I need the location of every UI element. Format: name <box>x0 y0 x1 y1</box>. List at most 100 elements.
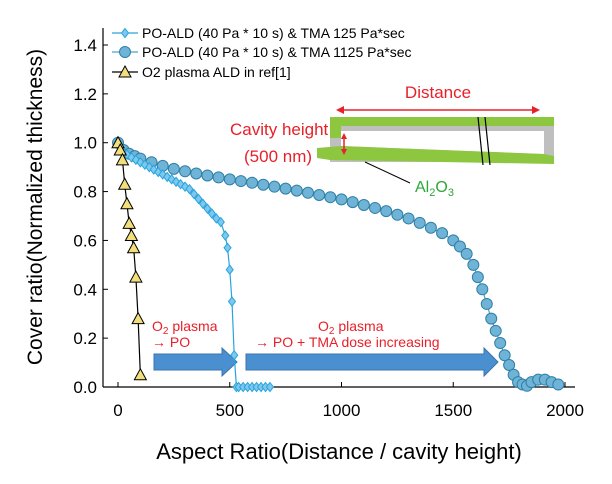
data-point-circle <box>471 271 484 284</box>
y-tick-label: 0.8 <box>73 183 97 202</box>
arrow-dose-increasing <box>245 346 499 378</box>
data-point-circle <box>335 193 348 206</box>
y-tick-label: 0.0 <box>73 378 97 397</box>
data-point-triangle <box>120 196 134 210</box>
data-point-circle <box>503 359 516 372</box>
data-point-diamond <box>225 264 234 276</box>
data-point-circle <box>357 199 370 212</box>
data-point-circle <box>290 184 303 197</box>
y-tick-group: 0.0 0.2 0.4 0.6 0.8 1.0 1.2 1.4 <box>73 36 108 397</box>
arrow1-text-line2: → PO <box>152 334 190 350</box>
data-point-circle <box>346 196 359 209</box>
data-point-circle <box>380 205 393 218</box>
data-point-circle <box>324 191 337 204</box>
data-point-circle <box>257 178 270 191</box>
data-point-circle <box>279 182 292 195</box>
height-arrow-head-bottom <box>341 149 347 155</box>
data-point-diamond <box>189 188 199 200</box>
y-tick-label: 0.4 <box>73 280 97 299</box>
data-point-circle <box>223 173 236 186</box>
x-tick-group: 0 500 1000 1500 2000 <box>113 382 584 420</box>
x-axis-label: Aspect Ratio(Distance / cavity height) <box>156 439 522 464</box>
data-point-diamond <box>227 296 237 307</box>
legend-marker-diamond <box>120 27 130 39</box>
y-tick-label: 1.0 <box>73 134 97 153</box>
data-point-circle <box>413 216 426 229</box>
y-axis-label: Cover ratio(Normalized thickness) <box>24 49 47 365</box>
data-point-diamond <box>198 198 208 210</box>
series-circle <box>112 136 565 392</box>
y-tick-label: 1.2 <box>73 85 97 104</box>
data-point-circle <box>467 258 480 271</box>
data-point-triangle <box>117 177 132 190</box>
data-point-circle <box>424 221 437 234</box>
y-tick-label: 0.2 <box>73 329 97 348</box>
data-point-circle <box>234 175 247 188</box>
x-tick-label: 0 <box>113 401 122 420</box>
data-point-circle <box>476 283 489 296</box>
data-point-triangle <box>133 367 148 381</box>
data-point-circle <box>494 337 507 350</box>
data-point-circle <box>552 378 565 391</box>
x-tick-label: 500 <box>216 401 244 420</box>
legend-markers <box>112 27 138 78</box>
data-point-circle <box>268 180 281 193</box>
cavity-diagram <box>317 106 554 184</box>
legend-marker-circle <box>119 46 131 58</box>
al2o3-label: Al2O3 <box>415 179 454 199</box>
data-point-circle <box>489 324 502 337</box>
data-point-diamond <box>194 193 203 205</box>
data-point-circle <box>190 167 203 180</box>
data-point-circle <box>436 227 449 240</box>
data-point-circle <box>201 169 214 182</box>
legend-entry-2: PO-ALD (40 Pa * 10 s) & TMA 1125 Pa*sec <box>142 44 412 60</box>
cavity-break-2 <box>484 116 491 166</box>
data-point-circle <box>453 240 466 253</box>
arrow2-text-line1: O2 plasma <box>318 318 384 337</box>
data-point-circle <box>313 188 326 201</box>
data-point-diamond <box>265 381 275 393</box>
data-point-circle <box>167 162 180 175</box>
series-layer <box>111 135 565 393</box>
legend: PO-ALD (40 Pa * 10 s) & TMA 125 Pa*sec P… <box>112 25 412 80</box>
legend-marker-triangle <box>118 64 132 78</box>
series-triangle <box>111 135 148 381</box>
cavity-height-value: (500 nm) <box>244 147 312 166</box>
cavity-green-top <box>330 117 554 138</box>
legend-entry-1: PO-ALD (40 Pa * 10 s) & TMA 125 Pa*sec <box>142 25 405 41</box>
data-point-circle <box>301 186 314 199</box>
distance-arrow-head-right <box>532 106 540 114</box>
data-point-circle <box>212 171 225 184</box>
cavity-white-inner <box>341 131 544 154</box>
data-point-diamond <box>207 208 217 219</box>
data-point-circle <box>498 349 511 362</box>
y-tick-label: 0.6 <box>73 231 97 250</box>
y-tick-label: 1.4 <box>73 36 97 55</box>
data-point-triangle <box>129 270 143 283</box>
x-tick-label: 1000 <box>323 401 361 420</box>
data-point-triangle <box>113 142 128 156</box>
legend-entry-3: O2 plasma ALD in ref[1] <box>142 64 291 80</box>
data-point-circle <box>460 247 473 260</box>
data-point-triangle <box>124 228 139 242</box>
data-point-diamond <box>185 183 194 195</box>
x-tick-label: 1500 <box>434 401 472 420</box>
data-point-circle <box>179 165 192 178</box>
data-point-diamond <box>230 349 239 361</box>
data-point-diamond <box>216 216 225 228</box>
al2o3-leader <box>364 161 411 184</box>
cavity-height-label: Cavity height <box>230 120 329 139</box>
height-arrow-head-top <box>341 133 347 139</box>
data-point-triangle <box>122 216 137 229</box>
distance-arrow-head-left <box>336 106 344 114</box>
data-point-triangle <box>115 152 130 166</box>
x-tick-label: 2000 <box>546 401 584 420</box>
arrow1-text-line1: O2 plasma <box>152 318 218 337</box>
data-point-diamond <box>221 230 230 241</box>
arrow2-text-line2: → PO + TMA dose increasing <box>255 334 440 350</box>
data-point-circle <box>369 201 382 214</box>
data-point-circle <box>246 176 259 189</box>
arrow-o2-po <box>153 346 238 378</box>
cavity-break-1 <box>477 116 484 166</box>
